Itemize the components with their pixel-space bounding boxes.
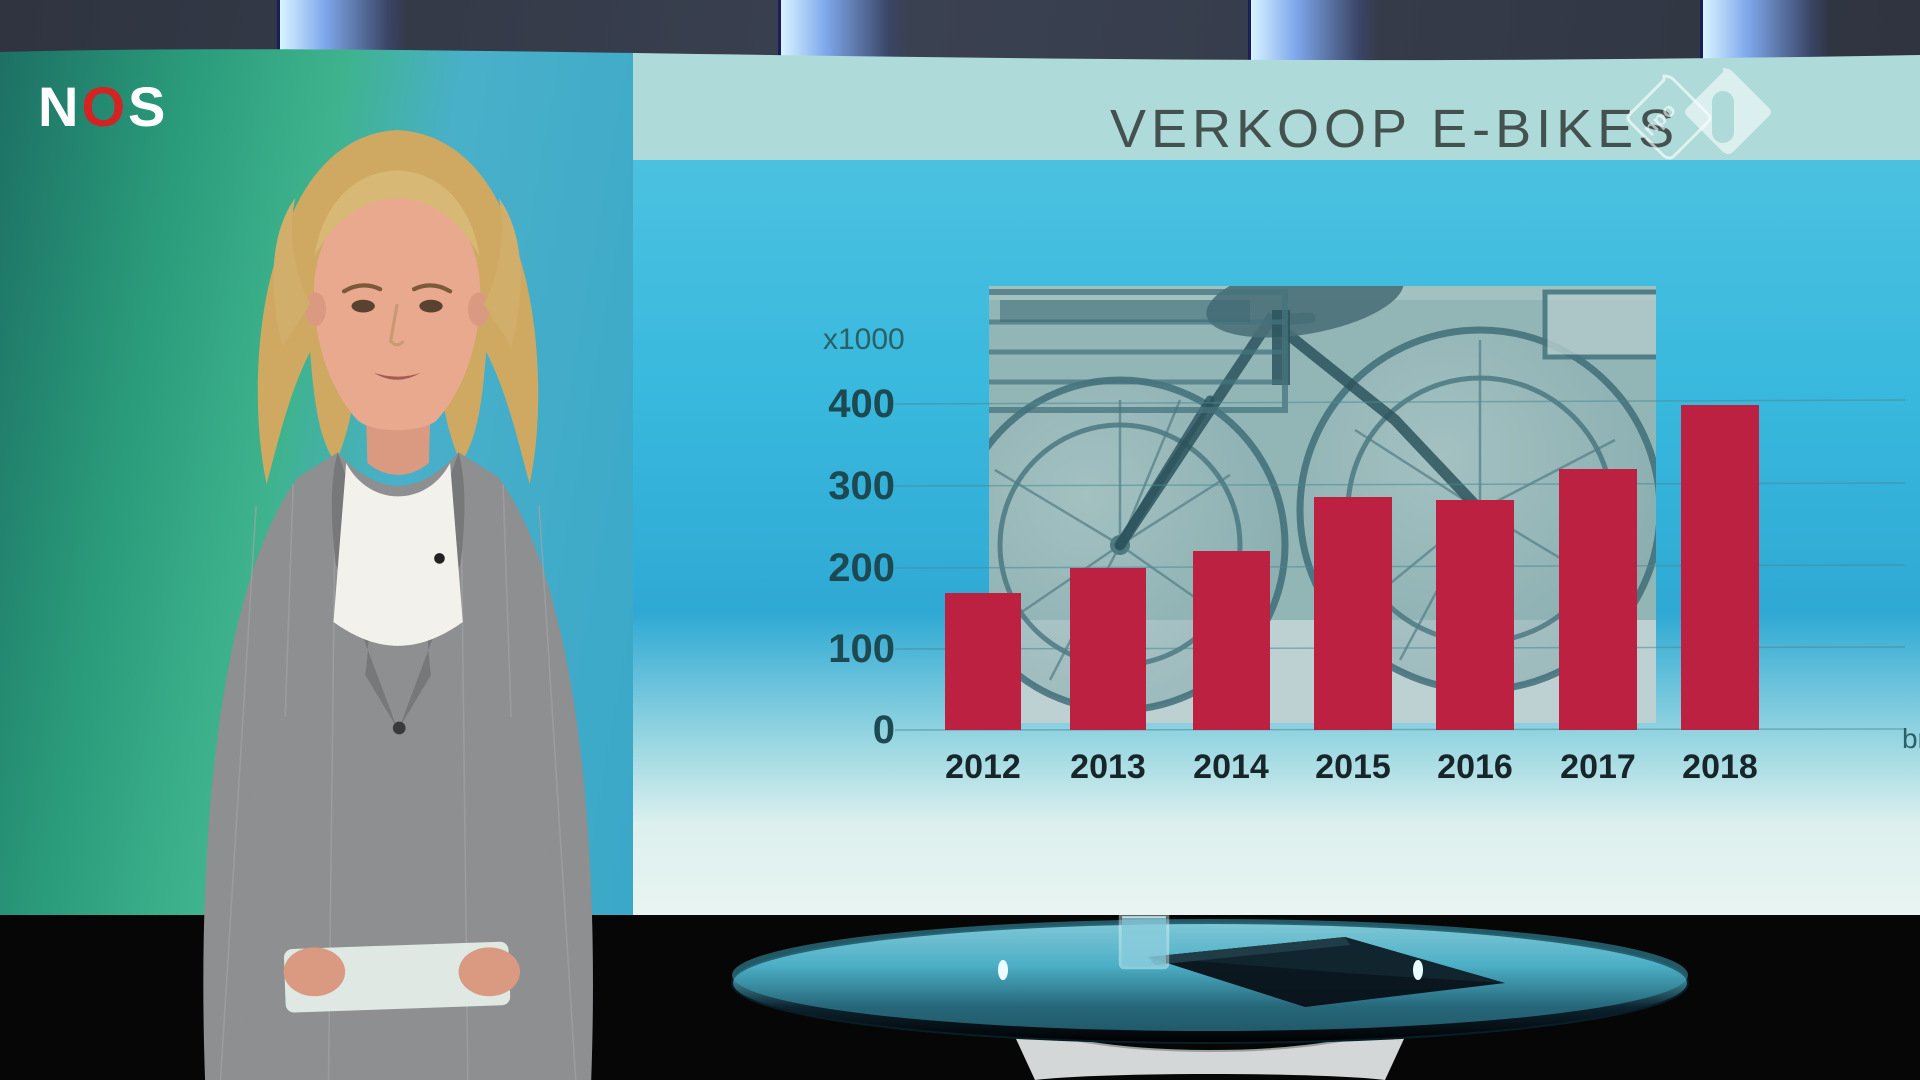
svg-text:x1000: x1000 — [823, 323, 905, 356]
svg-text:2014: 2014 — [1193, 748, 1269, 786]
svg-text:2012: 2012 — [945, 748, 1021, 786]
svg-text:400: 400 — [828, 382, 895, 426]
svg-text:2013: 2013 — [1070, 748, 1146, 786]
svg-text:200: 200 — [828, 546, 895, 590]
svg-text:2015: 2015 — [1315, 748, 1391, 786]
svg-text:2016: 2016 — [1437, 748, 1513, 786]
svg-text:2017: 2017 — [1560, 748, 1636, 786]
svg-text:100: 100 — [828, 627, 895, 671]
svg-text:2018: 2018 — [1682, 748, 1758, 786]
svg-text:0: 0 — [873, 708, 895, 752]
svg-text:bron: RAI/BOVAG: bron: RAI/BOVAG — [1902, 723, 1920, 754]
svg-text:300: 300 — [828, 464, 895, 508]
